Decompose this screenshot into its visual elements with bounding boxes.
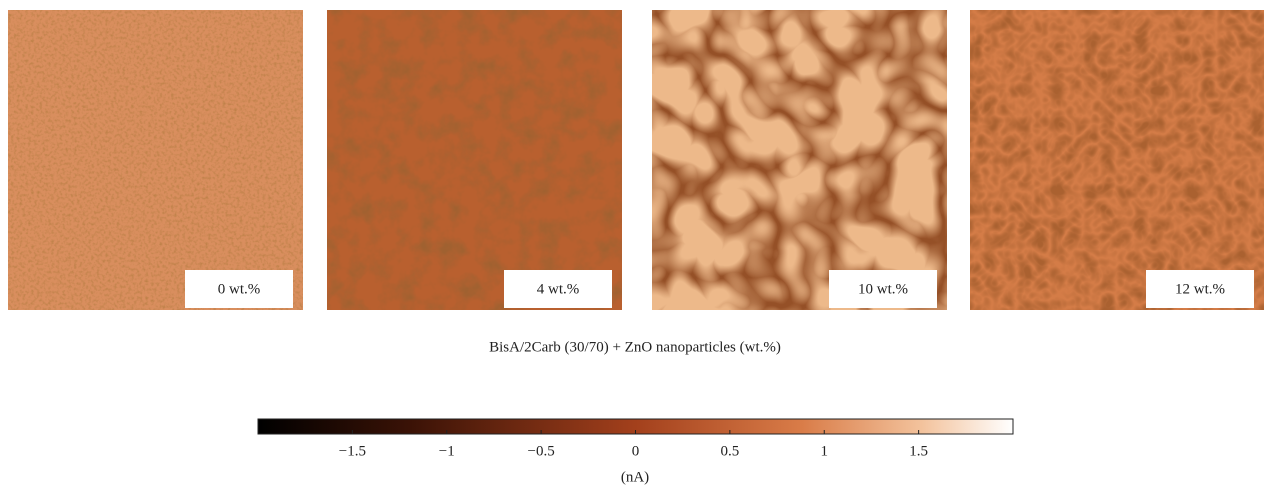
tick-label: 1 <box>821 443 829 459</box>
figure: BisA/2Carb (30/70) + ZnO nanoparticles (… <box>0 0 1264 489</box>
tick-label: 1.5 <box>909 443 928 459</box>
afm-image <box>652 10 947 310</box>
panel-label: 12 wt.% <box>1175 281 1225 297</box>
afm-image <box>8 10 303 310</box>
tick-label: −0.5 <box>528 443 555 459</box>
afm-image <box>970 10 1264 310</box>
tick-label: 0 <box>632 443 640 459</box>
colorbar-unit: (nA) <box>621 469 649 485</box>
panel-label: 4 wt.% <box>537 281 580 297</box>
tick-label: 0.5 <box>721 443 740 459</box>
panel-label: 0 wt.% <box>218 281 261 297</box>
tick-label: −1 <box>439 443 455 459</box>
afm-image <box>327 10 622 310</box>
panel-label: 10 wt.% <box>858 281 908 297</box>
tick-label: −1.5 <box>339 443 366 459</box>
caption: BisA/2Carb (30/70) + ZnO nanoparticles (… <box>489 339 781 355</box>
